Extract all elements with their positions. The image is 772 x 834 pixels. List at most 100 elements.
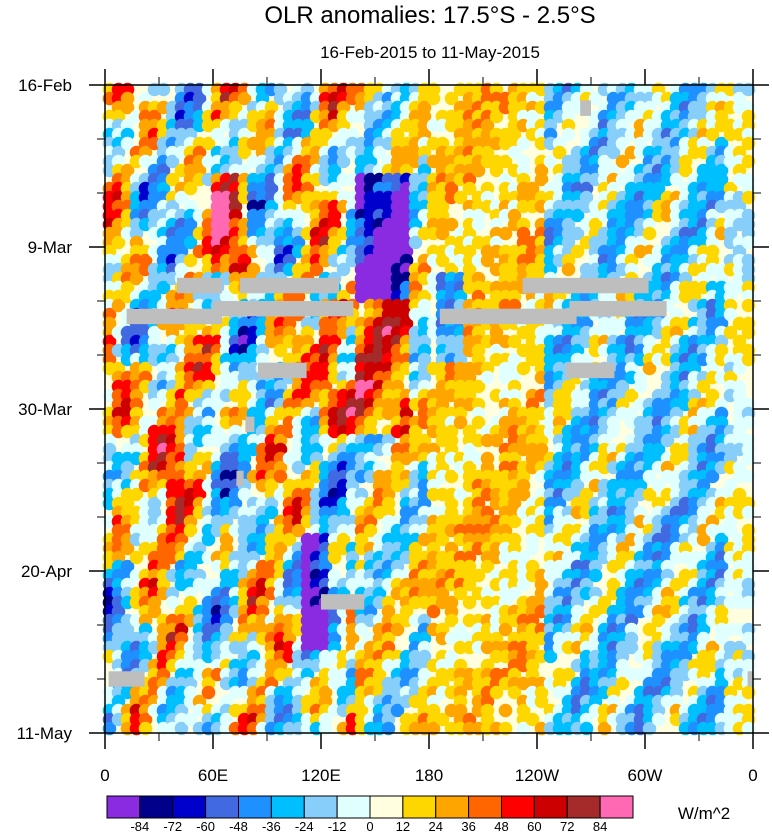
anomaly-cell — [642, 226, 657, 241]
missing-data-band — [580, 100, 591, 116]
colorbar-swatch — [369, 795, 404, 819]
colorbar-swatch — [468, 795, 502, 819]
anomaly-cell — [363, 523, 378, 538]
anomaly-cell — [291, 460, 306, 475]
y-tick-label: 16-Feb — [18, 76, 72, 95]
anomaly-cell — [210, 127, 225, 142]
anomaly-cell — [147, 397, 162, 412]
colorbar-label: 84 — [593, 819, 607, 834]
anomaly-cell — [102, 721, 117, 736]
anomaly-cell — [462, 595, 477, 610]
anomaly-cell — [462, 181, 477, 196]
anomaly-cell — [462, 577, 477, 592]
anomaly-cell — [327, 550, 342, 565]
colorbar-label: -84 — [130, 819, 149, 834]
colorbar-swatch — [238, 795, 272, 819]
chart-title: OLR anomalies: 17.5°S - 2.5°S — [264, 2, 595, 29]
y-tick-label: 11-May — [17, 724, 73, 743]
anomaly-cell — [561, 262, 576, 277]
x-tick-label: 0 — [100, 766, 109, 785]
colorbar-label: 0 — [366, 819, 373, 834]
anomaly-cell — [561, 127, 576, 142]
anomaly-cell — [174, 721, 189, 736]
anomaly-cell — [282, 532, 297, 547]
anomaly-cell — [435, 712, 450, 727]
colorbar-label: -24 — [295, 819, 314, 834]
anomaly-cell — [318, 433, 333, 448]
colorbar: -84 -72 -60 -48 -36 -24 -12 0 12 24 36 48 60 72 84 — [106, 795, 634, 834]
anomaly-cell — [471, 217, 486, 232]
colorbar-swatch — [533, 795, 568, 819]
anomaly-cell — [273, 469, 288, 484]
anomaly-cell — [426, 91, 441, 106]
anomaly-cell — [318, 721, 333, 736]
anomaly-cell — [435, 253, 450, 268]
x-tick-label: 120E — [301, 766, 341, 785]
anomaly-cell — [201, 532, 216, 547]
anomaly-cell — [453, 586, 468, 601]
anomaly-cell — [426, 604, 441, 619]
anomaly-cell — [390, 703, 405, 718]
missing-data-band — [569, 301, 667, 317]
missing-data-band — [236, 470, 244, 487]
colorbar-swatch — [106, 795, 141, 819]
colorbar-swatch — [139, 795, 174, 819]
anomaly-cell — [633, 379, 648, 394]
x-tick-label: 120W — [515, 766, 559, 785]
colorbar-units: W/m^2 — [678, 804, 730, 823]
missing-data-band — [108, 671, 145, 687]
colorbar-swatch — [172, 795, 207, 819]
anomaly-cell — [111, 235, 126, 250]
anomaly-cell — [174, 190, 189, 205]
missing-data-band — [177, 277, 222, 294]
anomaly-cell — [381, 721, 396, 736]
colorbar-swatch — [205, 795, 239, 819]
anomaly-cell — [453, 487, 468, 502]
anomaly-cell — [498, 703, 513, 718]
colorbar-label: -72 — [163, 819, 182, 834]
anomaly-cell — [147, 604, 162, 619]
anomaly-cell — [165, 154, 180, 169]
colorbar-label: 60 — [527, 819, 541, 834]
anomaly-cell — [183, 253, 198, 268]
anomaly-cell — [372, 145, 387, 160]
missing-data-band — [522, 277, 649, 294]
anomaly-cell — [336, 154, 351, 169]
anomaly-cell — [336, 262, 351, 277]
anomaly-cell — [426, 721, 441, 736]
anomaly-cell — [129, 487, 144, 502]
anomaly-cell — [408, 235, 423, 250]
anomaly-cell — [201, 136, 216, 151]
anomaly-cell — [354, 622, 369, 637]
anomaly-cell — [273, 343, 288, 358]
anomaly-cell — [183, 523, 198, 538]
colorbar-swatch — [336, 795, 371, 819]
anomaly-cell — [453, 190, 468, 205]
anomaly-cell — [480, 370, 495, 385]
missing-data-band — [126, 308, 222, 325]
colorbar-swatch — [303, 795, 338, 819]
anomaly-cell — [237, 145, 252, 160]
y-tick-label: 30-Mar — [18, 400, 72, 419]
anomaly-cell — [651, 712, 666, 727]
anomaly-cell — [435, 532, 450, 547]
anomaly-cell — [156, 280, 171, 295]
anomaly-cell — [606, 424, 621, 439]
chart-subtitle: 16-Feb-2015 to 11-May-2015 — [320, 43, 540, 62]
colorbar-swatch — [599, 795, 634, 819]
missing-data-band — [565, 362, 615, 379]
colorbar-swatch — [435, 795, 470, 819]
colorbar-label: -12 — [328, 819, 347, 834]
anomaly-cell — [237, 487, 252, 502]
colorbar-swatch — [402, 795, 437, 819]
anomaly-cell — [165, 595, 180, 610]
anomaly-cell — [237, 91, 252, 106]
anomaly-cell — [444, 613, 459, 628]
x-tick-label: 60W — [628, 766, 663, 785]
anomaly-cell — [435, 226, 450, 241]
anomaly-cell — [291, 523, 306, 538]
missing-data-band — [245, 416, 255, 433]
anomaly-cell — [129, 550, 144, 565]
anomaly-cell — [390, 622, 405, 637]
anomaly-cell — [183, 235, 198, 250]
